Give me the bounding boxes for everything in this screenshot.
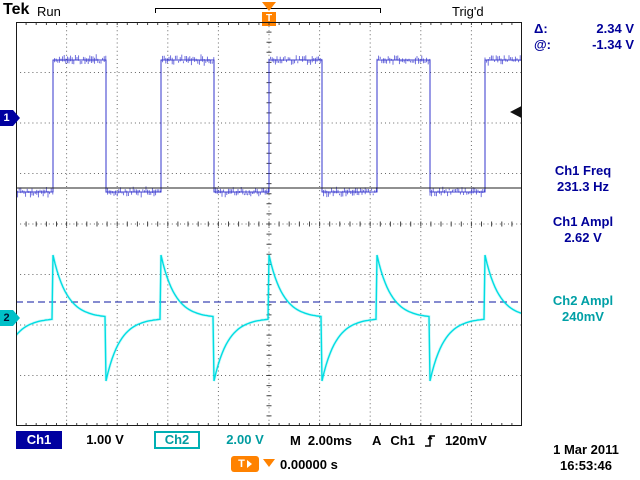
ch2-ground-marker: 2 [0,310,20,326]
trigger-settings-readout: A Ch1 120mV [372,431,487,449]
ch2-scale-readout: 2.00 V [226,432,264,447]
trigger-down-arrow-icon [263,459,275,467]
measurement-label: Ch1 Freq [554,163,612,178]
timebase-readout: M 2.00ms [290,431,352,449]
ch1-marker-label: 1 [0,110,13,126]
ch1-label-badge: Ch1 [16,431,62,449]
trigger-group-label: A [372,432,382,448]
measurement-ch1-ampl: Ch1 Ampl 2.62 V [528,214,638,246]
trigger-source: Ch1 [390,432,415,448]
ch1-scale-readout: 1.00 V [86,432,124,447]
ch2-label-badge: Ch2 [154,431,200,449]
measurement-value: 2.62 V [564,230,602,245]
cursor-readouts: Δ: 2.34 V @: -1.34 V [534,21,634,53]
ch1-marker-arrow-icon [13,110,20,126]
graticule-display [16,22,522,426]
measurement-value: 231.3 Hz [556,179,610,194]
cursor-at-value: -1.34 V [592,37,634,52]
cursor-delta-value: 2.34 V [596,21,634,36]
measurement-label: Ch2 Ampl [552,293,614,308]
measurement-value: 240mV [562,309,604,324]
time: 16:53:46 [559,458,613,473]
trigger-position-arrow-icon [262,2,276,11]
trigger-time-marker: T [231,456,259,472]
cursor-delta-label: Δ: [534,21,548,36]
cursor-delta-row: Δ: 2.34 V [534,21,634,37]
timebase-value: 2.00ms [307,432,352,448]
cursor-at-row: @: -1.34 V [534,37,634,53]
measurement-label: Ch1 Ampl [552,214,614,229]
rising-edge-icon [424,434,435,447]
trigger-position-readout: 0.00000 s [280,457,338,472]
tek-logo: Tek [3,1,30,18]
cursor-at-label: @: [534,37,552,52]
timebase-label: M [290,432,301,448]
date: 1 Mar 2011 [553,442,619,457]
acquisition-status: Run [37,4,61,19]
datetime: 1 Mar 2011 16:53:46 [536,442,636,474]
measurement-ch1-freq: Ch1 Freq 231.3 Hz [528,163,638,195]
measurement-ch2-ampl: Ch2 Ampl 240mV [528,293,638,325]
ch2-marker-label: 2 [0,310,13,326]
trigger-level: 120mV [444,432,487,448]
trigger-status: Trig'd [452,4,484,19]
right-arrow-icon [246,460,252,468]
ch1-ground-marker: 1 [0,110,20,126]
ch2-marker-arrow-icon [13,310,20,326]
trigger-time-marker-label: T [238,458,245,470]
